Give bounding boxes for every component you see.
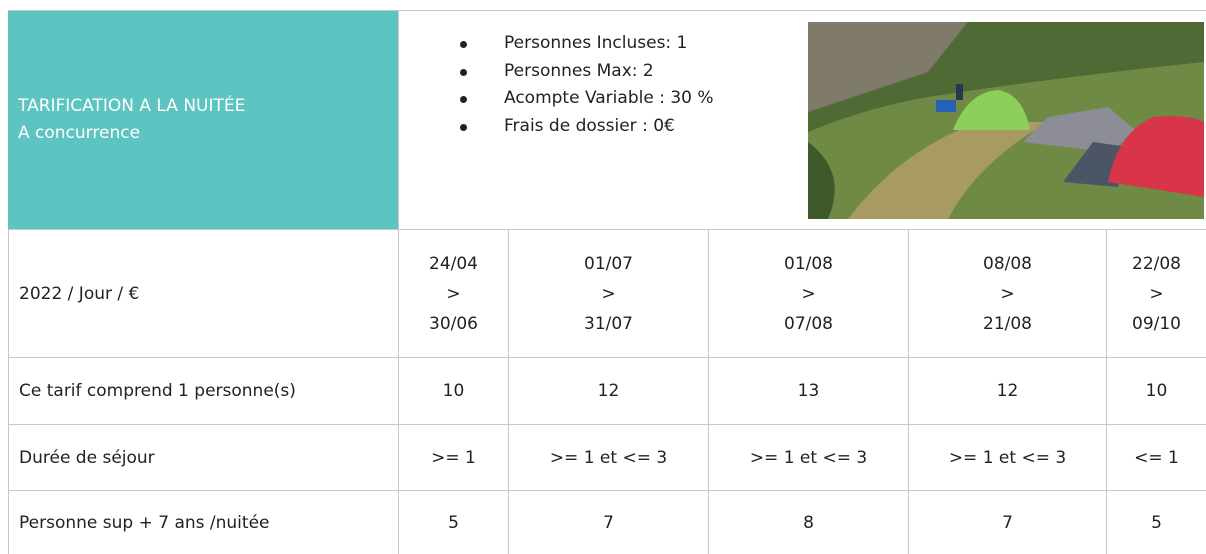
value-cell: <= 1 — [1106, 424, 1206, 490]
period-sep: > — [983, 279, 1032, 309]
value-cell: 5 — [1106, 490, 1206, 554]
period-cell: 01/08>07/08 — [708, 229, 908, 357]
period: 01/08>07/08 — [784, 249, 833, 339]
value-cell: >= 1 et <= 3 — [908, 424, 1106, 490]
value-cell: >= 1 et <= 3 — [708, 424, 908, 490]
value: 13 — [798, 381, 820, 401]
label-cell: Ce tarif comprend 1 personne(s) — [8, 357, 398, 424]
bullet: Acompte Variable : 30 % — [458, 85, 714, 113]
row-label: Personne sup + 7 ans /nuitée — [19, 513, 270, 533]
value-cell: 12 — [908, 357, 1106, 424]
header-cell: TARIFICATION A LA NUITÉE A concurrence — [8, 11, 398, 229]
period-start: 01/08 — [784, 249, 833, 279]
bullet: Personnes Incluses: 1 — [458, 30, 714, 58]
value: >= 1 — [431, 448, 476, 468]
value: <= 1 — [1134, 448, 1179, 468]
divider — [398, 11, 399, 229]
value-cell: 13 — [708, 357, 908, 424]
value-cell: 5 — [398, 490, 508, 554]
period: 08/08>21/08 — [983, 249, 1032, 339]
label-cell: Personne sup + 7 ans /nuitée — [8, 490, 398, 554]
period-end: 30/06 — [429, 309, 478, 339]
period-end: 21/08 — [983, 309, 1032, 339]
period-start: 22/08 — [1132, 249, 1181, 279]
row-label: Ce tarif comprend 1 personne(s) — [19, 381, 296, 401]
period: 24/04>30/06 — [429, 249, 478, 339]
period-end: 07/08 — [784, 309, 833, 339]
period-sep: > — [1132, 279, 1181, 309]
period-start: 08/08 — [983, 249, 1032, 279]
page: TARIFICATION A LA NUITÉE A concurrence P… — [0, 0, 1206, 554]
value: 10 — [443, 381, 465, 401]
value-cell: 7 — [908, 490, 1106, 554]
value: 10 — [1146, 381, 1168, 401]
value-cell: >= 1 et <= 3 — [508, 424, 708, 490]
period: 01/07>31/07 — [584, 249, 633, 339]
value-cell: 8 — [708, 490, 908, 554]
value: 7 — [603, 513, 614, 533]
period-cell: 01/07>31/07 — [508, 229, 708, 357]
corner-cell: 2022 / Jour / € — [8, 229, 398, 357]
value: 12 — [598, 381, 620, 401]
label-cell: Durée de séjour — [8, 424, 398, 490]
value: 12 — [997, 381, 1019, 401]
camp-photo — [808, 22, 1204, 219]
period-end: 31/07 — [584, 309, 633, 339]
period-sep: > — [584, 279, 633, 309]
value-cell: 10 — [398, 357, 508, 424]
corner-label: 2022 / Jour / € — [19, 284, 139, 304]
value: >= 1 et <= 3 — [750, 448, 867, 468]
period-sep: > — [784, 279, 833, 309]
row-label: Durée de séjour — [19, 448, 155, 468]
period-start: 01/07 — [584, 249, 633, 279]
period-end: 09/10 — [1132, 309, 1181, 339]
value-cell: 12 — [508, 357, 708, 424]
bullet: Personnes Max: 2 — [458, 58, 714, 86]
value: >= 1 et <= 3 — [949, 448, 1066, 468]
value-cell: 10 — [1106, 357, 1206, 424]
period-cell: 22/08>09/10 — [1106, 229, 1206, 357]
period-cell: 08/08>21/08 — [908, 229, 1106, 357]
value: 8 — [803, 513, 814, 533]
period: 22/08>09/10 — [1132, 249, 1181, 339]
header-subtitle: A concurrence — [18, 120, 388, 147]
period-cell: 24/04>30/06 — [398, 229, 508, 357]
value-cell: 7 — [508, 490, 708, 554]
period-sep: > — [429, 279, 478, 309]
value: 5 — [1151, 513, 1162, 533]
value-cell: >= 1 — [398, 424, 508, 490]
value: >= 1 et <= 3 — [550, 448, 667, 468]
period-start: 24/04 — [429, 249, 478, 279]
bullet: Frais de dossier : 0€ — [458, 113, 714, 141]
header-title: TARIFICATION A LA NUITÉE — [18, 93, 388, 120]
value: 7 — [1002, 513, 1013, 533]
value: 5 — [448, 513, 459, 533]
